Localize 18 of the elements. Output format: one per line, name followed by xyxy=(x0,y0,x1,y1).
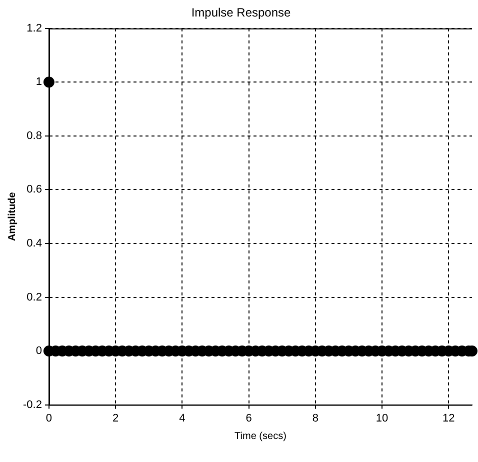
x-tick-label: 2 xyxy=(112,412,119,424)
x-axis-title: Time (secs) xyxy=(234,430,286,442)
y-tick-label: 0.4 xyxy=(26,238,42,250)
y-axis-title: Amplitude xyxy=(6,192,18,242)
x-tick-label: 12 xyxy=(442,412,455,424)
y-tick-label: 1 xyxy=(36,76,42,88)
y-tick-label: 0.6 xyxy=(26,184,42,196)
x-tick-label: 10 xyxy=(376,412,388,424)
x-tick-label: 8 xyxy=(312,412,318,424)
x-tick-label: 6 xyxy=(246,412,252,424)
y-tick-label: -0.2 xyxy=(22,398,42,411)
x-tick-label: 0 xyxy=(46,412,52,424)
y-tick-label: 0.2 xyxy=(26,291,42,304)
y-tick-label: 1.2 xyxy=(26,22,42,34)
y-tick-label: 0 xyxy=(36,345,42,358)
x-tick-label: 4 xyxy=(179,412,186,424)
chart-title: Impulse Response xyxy=(191,6,292,20)
y-tick-label: 0.8 xyxy=(26,130,42,142)
